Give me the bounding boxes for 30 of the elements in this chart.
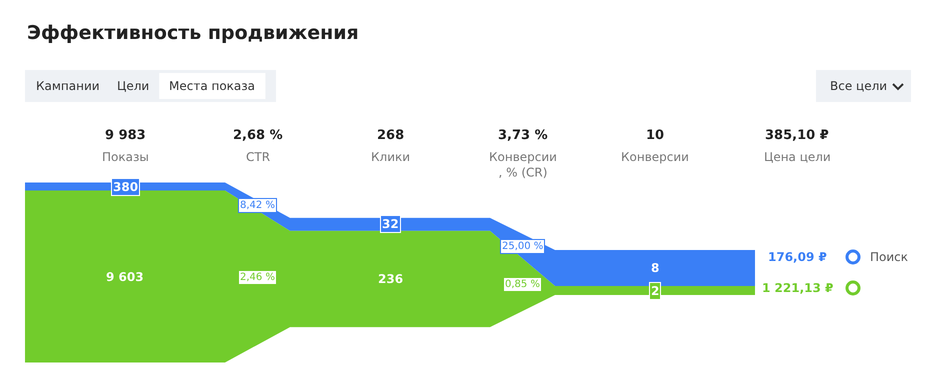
data-label: 10	[646, 128, 664, 143]
category-label: Показы	[102, 150, 149, 164]
data-label: 236	[378, 272, 404, 286]
data-label: 268	[377, 128, 404, 143]
text: Места показа	[169, 79, 256, 93]
category-label: Клики	[371, 150, 410, 164]
text: Эффективность продвижения	[27, 22, 359, 44]
data-label: 32	[382, 217, 399, 231]
text: Цели	[117, 79, 150, 93]
data-label: 25,00 %	[502, 241, 544, 252]
text: Все цели	[830, 79, 888, 93]
data-label: 8,42 %	[240, 200, 275, 211]
legend-label: Поиск	[870, 250, 908, 264]
data-label: 380	[113, 180, 138, 194]
data-label: 2,46 %	[240, 272, 275, 283]
data-label: 0,85 %	[505, 279, 540, 290]
category-label: Конверсии	[621, 150, 689, 164]
data-label: 3,73 %	[498, 128, 548, 143]
data-label: 176,09 ₽	[768, 250, 827, 264]
data-label: 9 983	[105, 128, 146, 143]
category-label: Конверсии , % (CR)	[489, 150, 557, 180]
data-label: 9 603	[106, 270, 144, 284]
text: Кампании	[36, 79, 100, 93]
data-label: 1 221,13 ₽	[762, 281, 834, 295]
data-label: 2	[651, 284, 660, 298]
data-label: 385,10 ₽	[765, 128, 829, 143]
data-label: 8	[651, 261, 660, 275]
category-label: CTR	[246, 150, 270, 164]
category-label: Цена цели	[764, 150, 831, 164]
data-label: 2,68 %	[233, 128, 283, 143]
